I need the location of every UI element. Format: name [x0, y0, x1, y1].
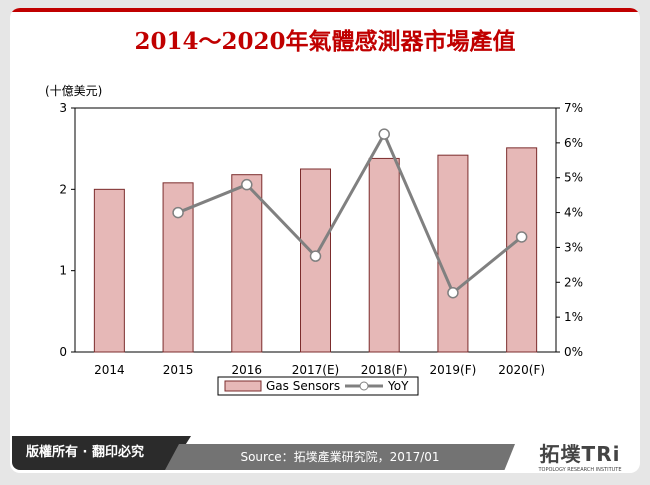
- right-tick-label: 3%: [564, 240, 583, 254]
- yoy-point: [515, 231, 528, 243]
- right-tick-label: 7%: [564, 101, 583, 115]
- x-tick-label: 2020(F): [498, 363, 545, 377]
- left-tick-label: 3: [59, 101, 67, 115]
- bar-2016: [231, 174, 263, 353]
- legend-label-line: YoY: [387, 379, 409, 393]
- left-tick-label: 2: [59, 182, 67, 196]
- right-tick-label: 1%: [564, 310, 583, 324]
- yoy-point: [378, 128, 390, 140]
- x-tick-label: 2016: [232, 363, 263, 377]
- chart-title: 2014～2020年氣體感測器市場產值: [134, 28, 516, 55]
- yoy-point: [172, 206, 184, 219]
- bar-2020(F): [506, 147, 538, 353]
- yoy-point: [309, 250, 322, 262]
- bar-2015: [162, 182, 194, 353]
- yoy-line: [177, 130, 523, 296]
- right-tick-label: 5%: [564, 171, 583, 185]
- yoy-point: [447, 286, 459, 299]
- legend-box: [217, 376, 419, 396]
- legend-swatch-marker: [359, 381, 369, 391]
- tri-logo: 拓墣TRi TOPOLOGY RESEARCH INSTITUTE: [530, 438, 630, 473]
- legend-swatch-bar: [224, 380, 262, 392]
- x-tick-label: 2018(F): [361, 363, 408, 377]
- right-tick-label: 4%: [564, 206, 583, 220]
- right-tick-label: 0%: [564, 345, 583, 359]
- legend-label-bar: Gas Sensors: [266, 379, 340, 393]
- x-tick-label: 2019(F): [430, 363, 477, 377]
- left-tick-label: 1: [59, 264, 67, 278]
- bar-2018(F): [368, 157, 400, 353]
- bar-2014: [93, 188, 125, 353]
- right-tick-label: 6%: [564, 136, 583, 150]
- left-tick-label: 0: [59, 345, 67, 359]
- bar-2019(F): [437, 154, 469, 353]
- top-accent-line: [10, 8, 640, 12]
- source-label: Source：拓墣產業研究院，2017/01: [165, 444, 515, 470]
- x-tick-label: 2014: [94, 363, 125, 377]
- logo-text: 拓墣TRi: [539, 442, 621, 466]
- y-axis-unit-label: (十億美元): [45, 84, 103, 98]
- logo-subtext: TOPOLOGY RESEARCH INSTITUTE: [538, 467, 622, 473]
- x-tick-label: 2017(E): [292, 363, 339, 377]
- yoy-point: [241, 178, 253, 191]
- copyright-label: 版權所有 · 翻印必究: [12, 436, 191, 470]
- right-tick-label: 2%: [564, 275, 583, 289]
- x-tick-label: 2015: [163, 363, 194, 377]
